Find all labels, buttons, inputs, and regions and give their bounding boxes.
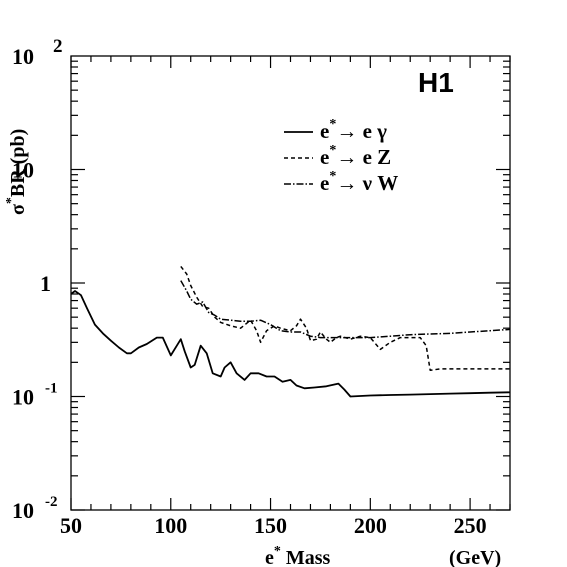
series-curve-2	[180, 265, 510, 372]
svg-text:σ*BR (pb): σ*BR (pb)	[4, 129, 29, 215]
series-curve-3	[180, 280, 511, 339]
x-axis-title: e* Mass (GeV)	[265, 544, 501, 567]
y-axis-title-sup: *	[4, 197, 19, 204]
plot-frame	[70, 55, 511, 511]
y-tick-exponent: -1	[45, 381, 58, 397]
legend-label-1: e*→ e γ	[320, 117, 387, 143]
x-tick-label: 250	[454, 513, 487, 538]
y-axis-title-pre: σ	[7, 204, 29, 215]
ticks-group	[70, 56, 511, 511]
y-tick-label: 1	[40, 271, 51, 296]
y-axis-title: σ*BR (pb)	[4, 129, 29, 215]
x-tick-label: 150	[254, 513, 287, 538]
y-tick-label: 10	[12, 158, 34, 183]
y-axis-title-rest: BR (pb)	[7, 129, 29, 197]
x-tick-label: 100	[154, 513, 187, 538]
y-tick-label: 10	[12, 385, 34, 410]
legend-label-2: e*→ e Z	[320, 143, 391, 169]
y-tick-label: 10	[12, 44, 34, 69]
curves-group	[70, 265, 511, 398]
experiment-tag: H1	[418, 67, 454, 98]
series-curve-1	[70, 290, 511, 398]
x-axis-title-sup: *	[274, 544, 281, 559]
y-tick-label: 10	[12, 498, 34, 523]
tick-labels-group: 50 100 150 200 250 10 2 10 1 10 -1 10 -2	[12, 36, 487, 538]
x-tick-label: 200	[354, 513, 387, 538]
legend-label-3: e*→ ν W	[320, 169, 398, 195]
legend: e*→ e γe*→ e Ze*→ ν W	[284, 117, 398, 195]
svg-text:e* Mass: e* Mass	[265, 544, 331, 567]
y-tick-exponent: 2	[53, 36, 63, 57]
x-axis-unit: (GeV)	[449, 547, 501, 567]
x-axis-title-main: e	[265, 547, 274, 567]
x-tick-label: 50	[60, 513, 82, 538]
x-axis-title-rest: Mass	[281, 547, 331, 567]
y-tick-exponent: -2	[45, 494, 58, 510]
